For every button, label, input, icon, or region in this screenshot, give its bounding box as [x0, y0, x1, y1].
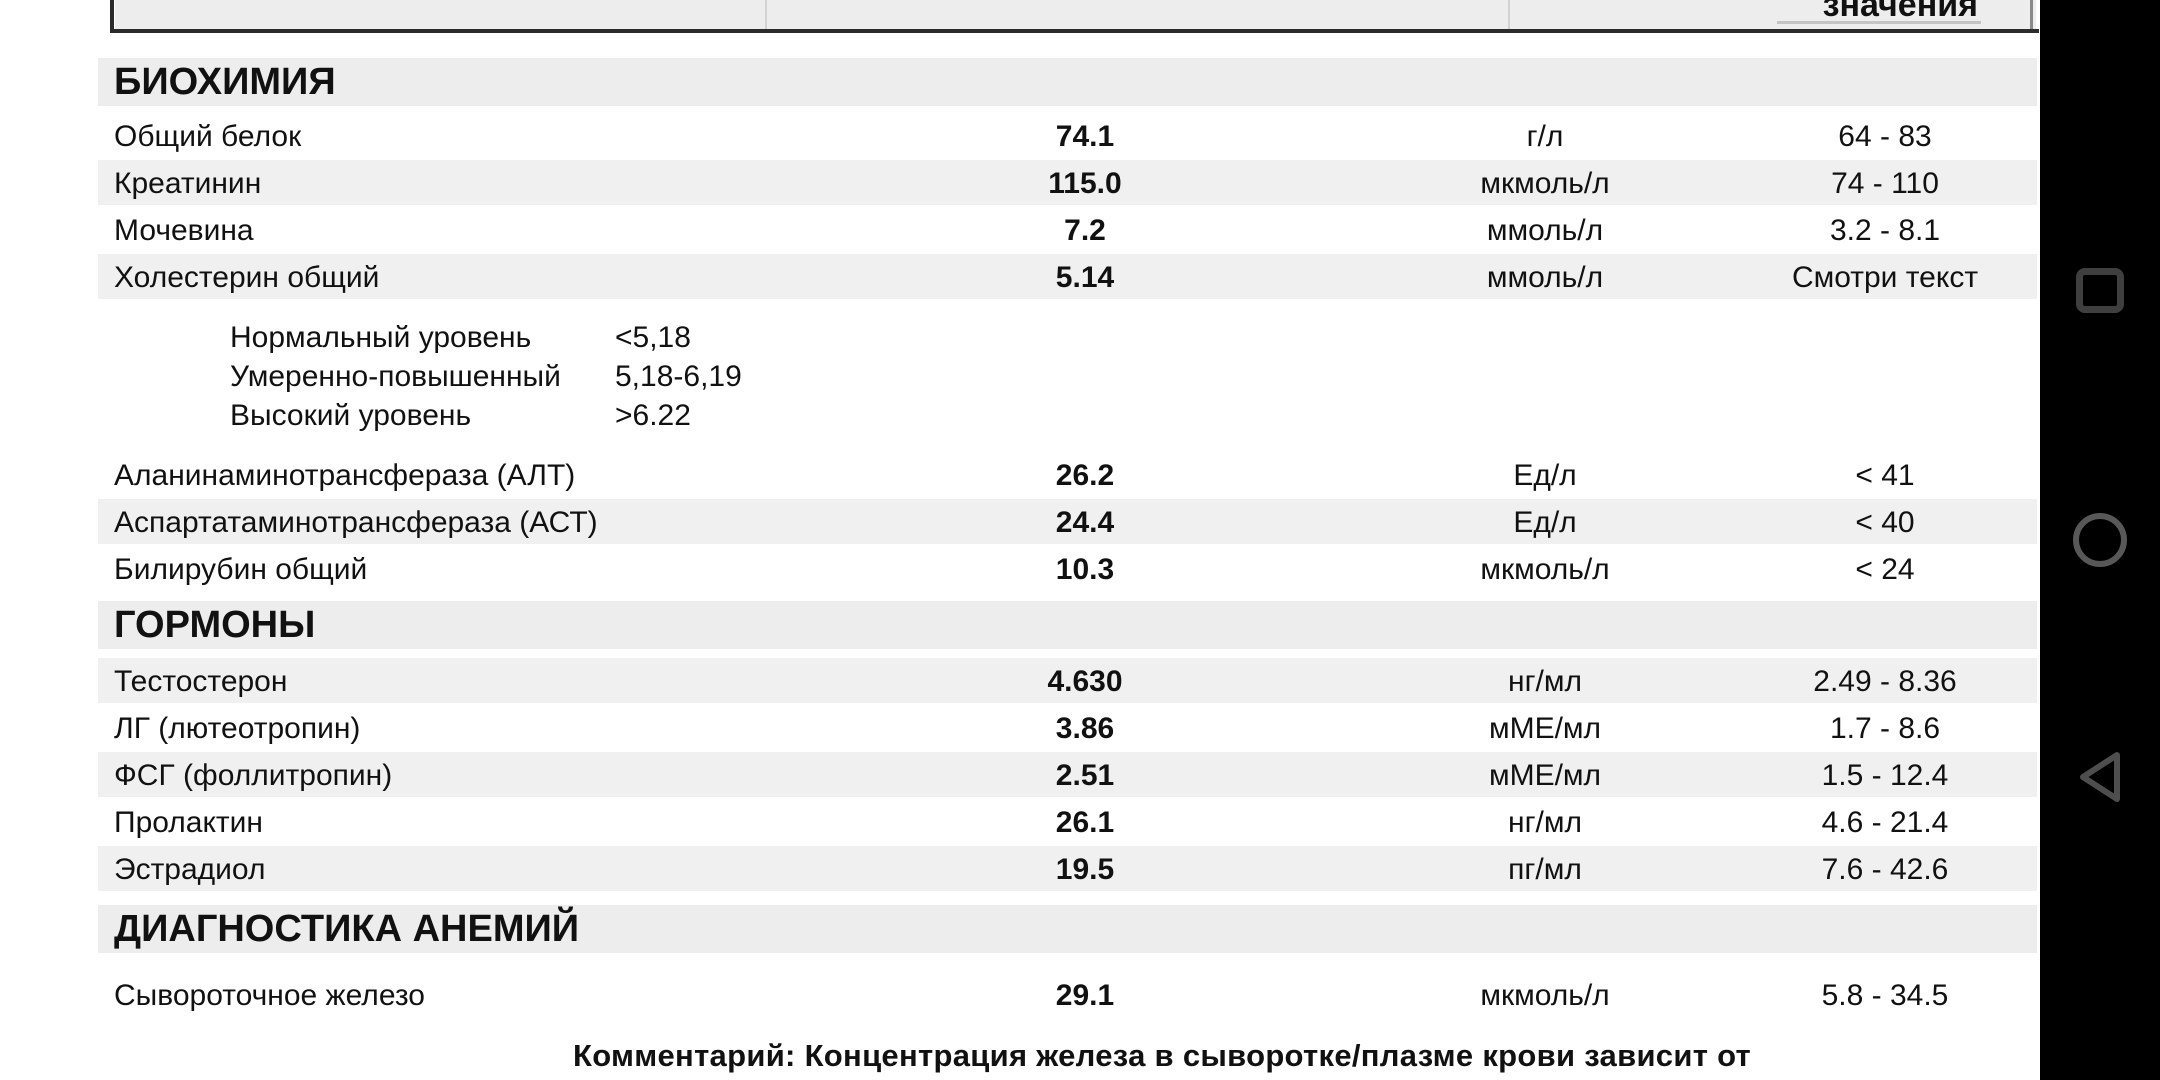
result-value: 2.51 [1055, 759, 1115, 792]
unit: мкмоль/л [1480, 553, 1610, 586]
lab-row: Холестерин общий 5.14 ммоль/л Смотри текст [98, 254, 2037, 301]
lab-row: Пролактин 26.1 нг/мл 4.6 - 21.4 [98, 799, 2037, 846]
analyte-name: Пролактин [114, 806, 263, 839]
lab-row: ЛГ (лютеотропин) 3.86 мМЕ/мл 1.7 - 8.6 [98, 705, 2037, 752]
result-value: 74.1 [1055, 120, 1115, 153]
section-header: БИОХИМИЯ [98, 58, 2037, 106]
result-value: 29.1 [1055, 979, 1115, 1012]
result-value: 115.0 [1048, 167, 1122, 200]
unit: нг/мл [1508, 665, 1582, 698]
table-left-border [110, 0, 114, 33]
note-label: Нормальный уровень [230, 321, 532, 354]
note-value: 5,18-6,19 [615, 360, 742, 393]
note-value: >6.22 [615, 399, 691, 432]
unit: ммоль/л [1486, 214, 1604, 247]
section-header: ГОРМОНЫ [98, 601, 2037, 649]
android-nav-bar [2040, 0, 2160, 1080]
reference-range: < 24 [1855, 553, 1915, 586]
table-header [115, 0, 2036, 29]
table-header-border [110, 29, 2039, 33]
unit: мМЕ/мл [1488, 712, 1602, 745]
lab-row: ФСГ (фоллитропин) 2.51 мМЕ/мл 1.5 - 12.4 [98, 752, 2037, 799]
reference-range: < 40 [1855, 506, 1915, 539]
reference-range: 1.5 - 12.4 [1821, 759, 1949, 792]
lab-row: Билирубин общий 10.3 мкмоль/л < 24 [98, 546, 2037, 593]
analyte-name: Мочевина [114, 214, 254, 247]
lab-row: Сывороточное железо 29.1 мкмоль/л 5.8 - 34.… [98, 972, 2037, 1019]
analyte-name: ЛГ (лютеотропин) [114, 712, 361, 745]
analyte-name: Тестостерон [114, 665, 288, 698]
unit: ммоль/л [1486, 261, 1604, 294]
unit: Ед/л [1513, 459, 1577, 492]
analyte-name: Аланинаминотрансфераза (АЛТ) [114, 459, 576, 492]
result-value: 7.2 [1064, 214, 1106, 247]
analyte-name: Аспартатаминотрансфераза (АСТ) [114, 506, 598, 539]
section-header: ДИАГНОСТИКА АНЕМИЙ [98, 905, 2037, 953]
unit: Ед/л [1513, 506, 1577, 539]
result-value: 4.630 [1047, 665, 1123, 698]
lab-row: Эстрадиол 19.5 пг/мл 7.6 - 42.6 [98, 846, 2037, 893]
note-label: Умеренно-повышенный [230, 360, 561, 393]
reference-range: 3.2 - 8.1 [1829, 214, 1941, 247]
comment-text: Комментарий: Концентрация железа в сывор… [573, 1038, 1752, 1073]
result-value: 19.5 [1055, 853, 1115, 886]
header-column-separator [1508, 0, 1510, 29]
note-label: Высокий уровень [230, 399, 472, 432]
back-triangle-left-icon [2080, 752, 2120, 802]
result-value: 26.1 [1055, 806, 1115, 839]
lab-row: Общий белок 74.1 г/л 64 - 83 [98, 113, 2037, 160]
result-value: 10.3 [1055, 553, 1115, 586]
unit: мМЕ/мл [1488, 759, 1602, 792]
home-button[interactable] [2040, 480, 2160, 600]
recents-button[interactable] [2040, 230, 2160, 350]
lab-row: Мочевина 7.2 ммоль/л 3.2 - 8.1 [98, 207, 2037, 254]
lab-row: Креатинин 115.0 мкмоль/л 74 - 110 [98, 160, 2037, 207]
result-value: 26.2 [1055, 459, 1115, 492]
home-circle-icon [2073, 513, 2127, 567]
recents-square-icon [2076, 267, 2124, 313]
analyte-name: Билирубин общий [114, 553, 368, 586]
reference-range: 64 - 83 [1838, 120, 1932, 153]
analyte-name: Креатинин [114, 167, 262, 200]
reference-range: 2.49 - 8.36 [1813, 665, 1957, 698]
reference-range: 74 - 110 [1831, 167, 1939, 200]
reference-range: 1.7 - 8.6 [1829, 712, 1941, 745]
header-underline [1777, 21, 1981, 24]
result-value: 3.86 [1055, 712, 1115, 745]
reference-range: 5.8 - 34.5 [1821, 979, 1949, 1012]
unit: мкмоль/л [1480, 979, 1610, 1012]
unit: пг/мл [1508, 853, 1582, 886]
lab-row: Аспартатаминотрансфераза (АСТ) 24.4 Ед/л < … [98, 499, 2037, 546]
header-column-separator [765, 0, 767, 29]
back-button[interactable] [2040, 717, 2160, 837]
note-value: <5,18 [615, 321, 691, 354]
analyte-name: Холестерин общий [114, 261, 380, 294]
unit: мкмоль/л [1480, 167, 1610, 200]
reference-range: 4.6 - 21.4 [1821, 806, 1949, 839]
reference-note-block: Нормальный уровень <5,18 Умеренно-повышенн… [98, 301, 2037, 452]
note-line: Умеренно-повышенный 5,18-6,19 [98, 357, 2037, 396]
table-right-border [2030, 0, 2033, 29]
analyte-name: Эстрадиол [114, 853, 266, 886]
reference-range: 7.6 - 42.6 [1821, 853, 1949, 886]
result-value: 24.4 [1055, 506, 1115, 539]
unit: г/л [1526, 120, 1564, 153]
lab-row: Аланинаминотрансфераза (АЛТ) 26.2 Ед/л < 41 [98, 452, 2037, 499]
reference-range: < 41 [1855, 459, 1915, 492]
analyte-name: ФСГ (фоллитропин) [114, 759, 393, 792]
note-line: Нормальный уровень <5,18 [98, 318, 2037, 357]
result-value: 5.14 [1055, 261, 1115, 294]
note-line: Высокий уровень >6.22 [98, 396, 2037, 435]
lab-row: Тестостерон 4.630 нг/мл 2.49 - 8.36 [98, 658, 2037, 705]
analyte-name: Сывороточное железо [114, 979, 425, 1012]
analyte-name: Общий белок [114, 120, 302, 153]
reference-range: Смотри текст [1791, 261, 1979, 294]
unit: нг/мл [1508, 806, 1582, 839]
column-header-reference-values: значения [1822, 0, 1978, 24]
